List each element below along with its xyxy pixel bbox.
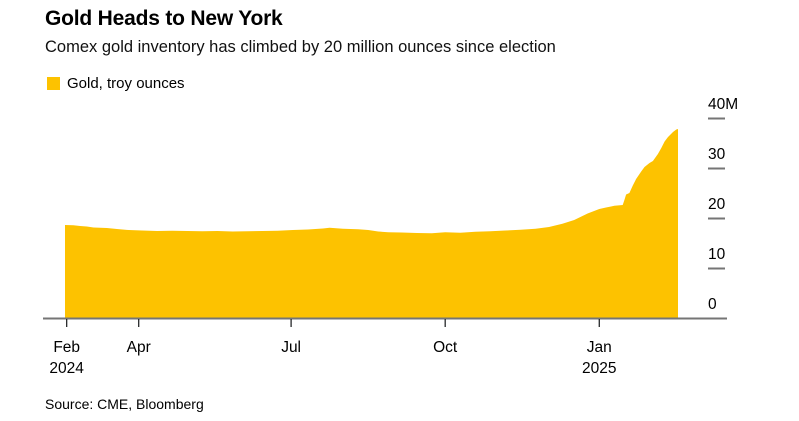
- y-tick-label: 10: [708, 246, 726, 263]
- legend-label: Gold, troy ounces: [67, 75, 185, 92]
- y-tick-label: 40M: [708, 96, 738, 113]
- legend-swatch-gold: [47, 77, 60, 90]
- x-tick-label: Feb: [53, 339, 80, 356]
- chart-subtitle: Comex gold inventory has climbed by 20 m…: [45, 38, 556, 56]
- x-tick-label: Jul: [281, 339, 301, 356]
- source-attribution: Source: CME, Bloomberg: [45, 396, 204, 412]
- y-axis-ticks: 0 10 20 30 40M: [708, 96, 738, 313]
- x-tick-label: Apr: [127, 339, 151, 356]
- legend: Gold, troy ounces: [47, 75, 185, 92]
- area-series-gold: [65, 129, 678, 318]
- x-axis-ticks: Feb 2024 Apr Jul Oct Jan 2025: [49, 319, 617, 377]
- x-tick-label: Jan: [587, 339, 612, 356]
- x-tick-year-label: 2025: [582, 360, 616, 377]
- y-tick-label: 30: [708, 146, 726, 163]
- x-tick-year-label: 2024: [49, 360, 84, 377]
- x-tick-label: Oct: [433, 339, 458, 356]
- y-tick-label: 20: [708, 196, 726, 213]
- chart-title: Gold Heads to New York: [45, 7, 283, 30]
- y-tick-label: 0: [708, 296, 717, 313]
